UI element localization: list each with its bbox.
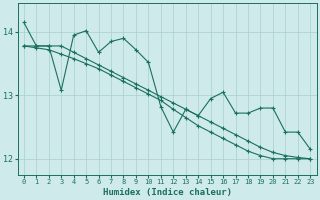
X-axis label: Humidex (Indice chaleur): Humidex (Indice chaleur) xyxy=(103,188,232,197)
